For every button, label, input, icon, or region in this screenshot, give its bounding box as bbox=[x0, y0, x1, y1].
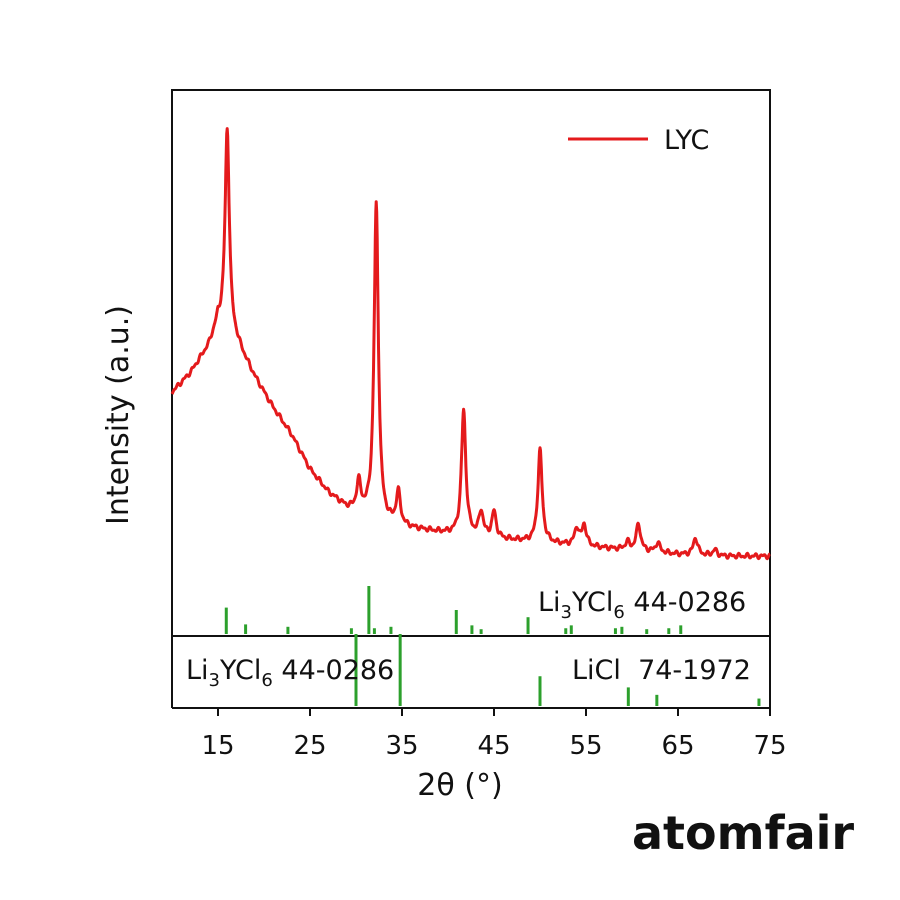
x-tick-label: 35 bbox=[385, 731, 418, 761]
ref-label-upper-sub2: 6 bbox=[613, 602, 624, 623]
reference-sticks bbox=[224, 586, 761, 706]
ref-label-upper-main: Li bbox=[538, 587, 561, 618]
x-ticks: 15 25 35 45 55 65 75 bbox=[201, 708, 787, 761]
x-tick-label: 25 bbox=[293, 731, 326, 761]
ref-label-lower-tail: 44-0286 bbox=[273, 655, 394, 686]
x-axis-label: 2θ (°) bbox=[417, 768, 502, 803]
ref-label-upper-mid: YCl bbox=[571, 587, 613, 618]
ref-label-lower-main: Li bbox=[186, 655, 209, 686]
ref-label-lower-left: Li3YCl6 44-0286 bbox=[186, 655, 394, 691]
ref-label-upper-sub1: 3 bbox=[561, 602, 572, 623]
legend-label-lyc: LYC bbox=[664, 125, 709, 156]
y-axis-label: Intensity (a.u.) bbox=[101, 305, 136, 525]
x-tick-label: 45 bbox=[477, 731, 510, 761]
brand-logo-text: atomfair bbox=[632, 806, 855, 860]
ref-label-lower-sub1: 3 bbox=[209, 670, 220, 691]
ref-label-upper: Li3YCl6 44-0286 bbox=[538, 587, 746, 623]
plot-frame bbox=[171, 89, 771, 637]
ref-label-lower-mid: YCl bbox=[219, 655, 261, 686]
ref-label-licl: LiCl 74-1972 bbox=[572, 655, 751, 686]
x-tick-label: 55 bbox=[569, 731, 602, 761]
ref-label-lower-sub2: 6 bbox=[261, 670, 272, 691]
x-tick-label: 15 bbox=[201, 731, 234, 761]
ref-label-upper-tail: 44-0286 bbox=[625, 587, 746, 618]
x-tick-label: 75 bbox=[753, 731, 786, 761]
x-tick-label: 65 bbox=[661, 731, 694, 761]
lyc-pattern-line bbox=[170, 127, 771, 561]
